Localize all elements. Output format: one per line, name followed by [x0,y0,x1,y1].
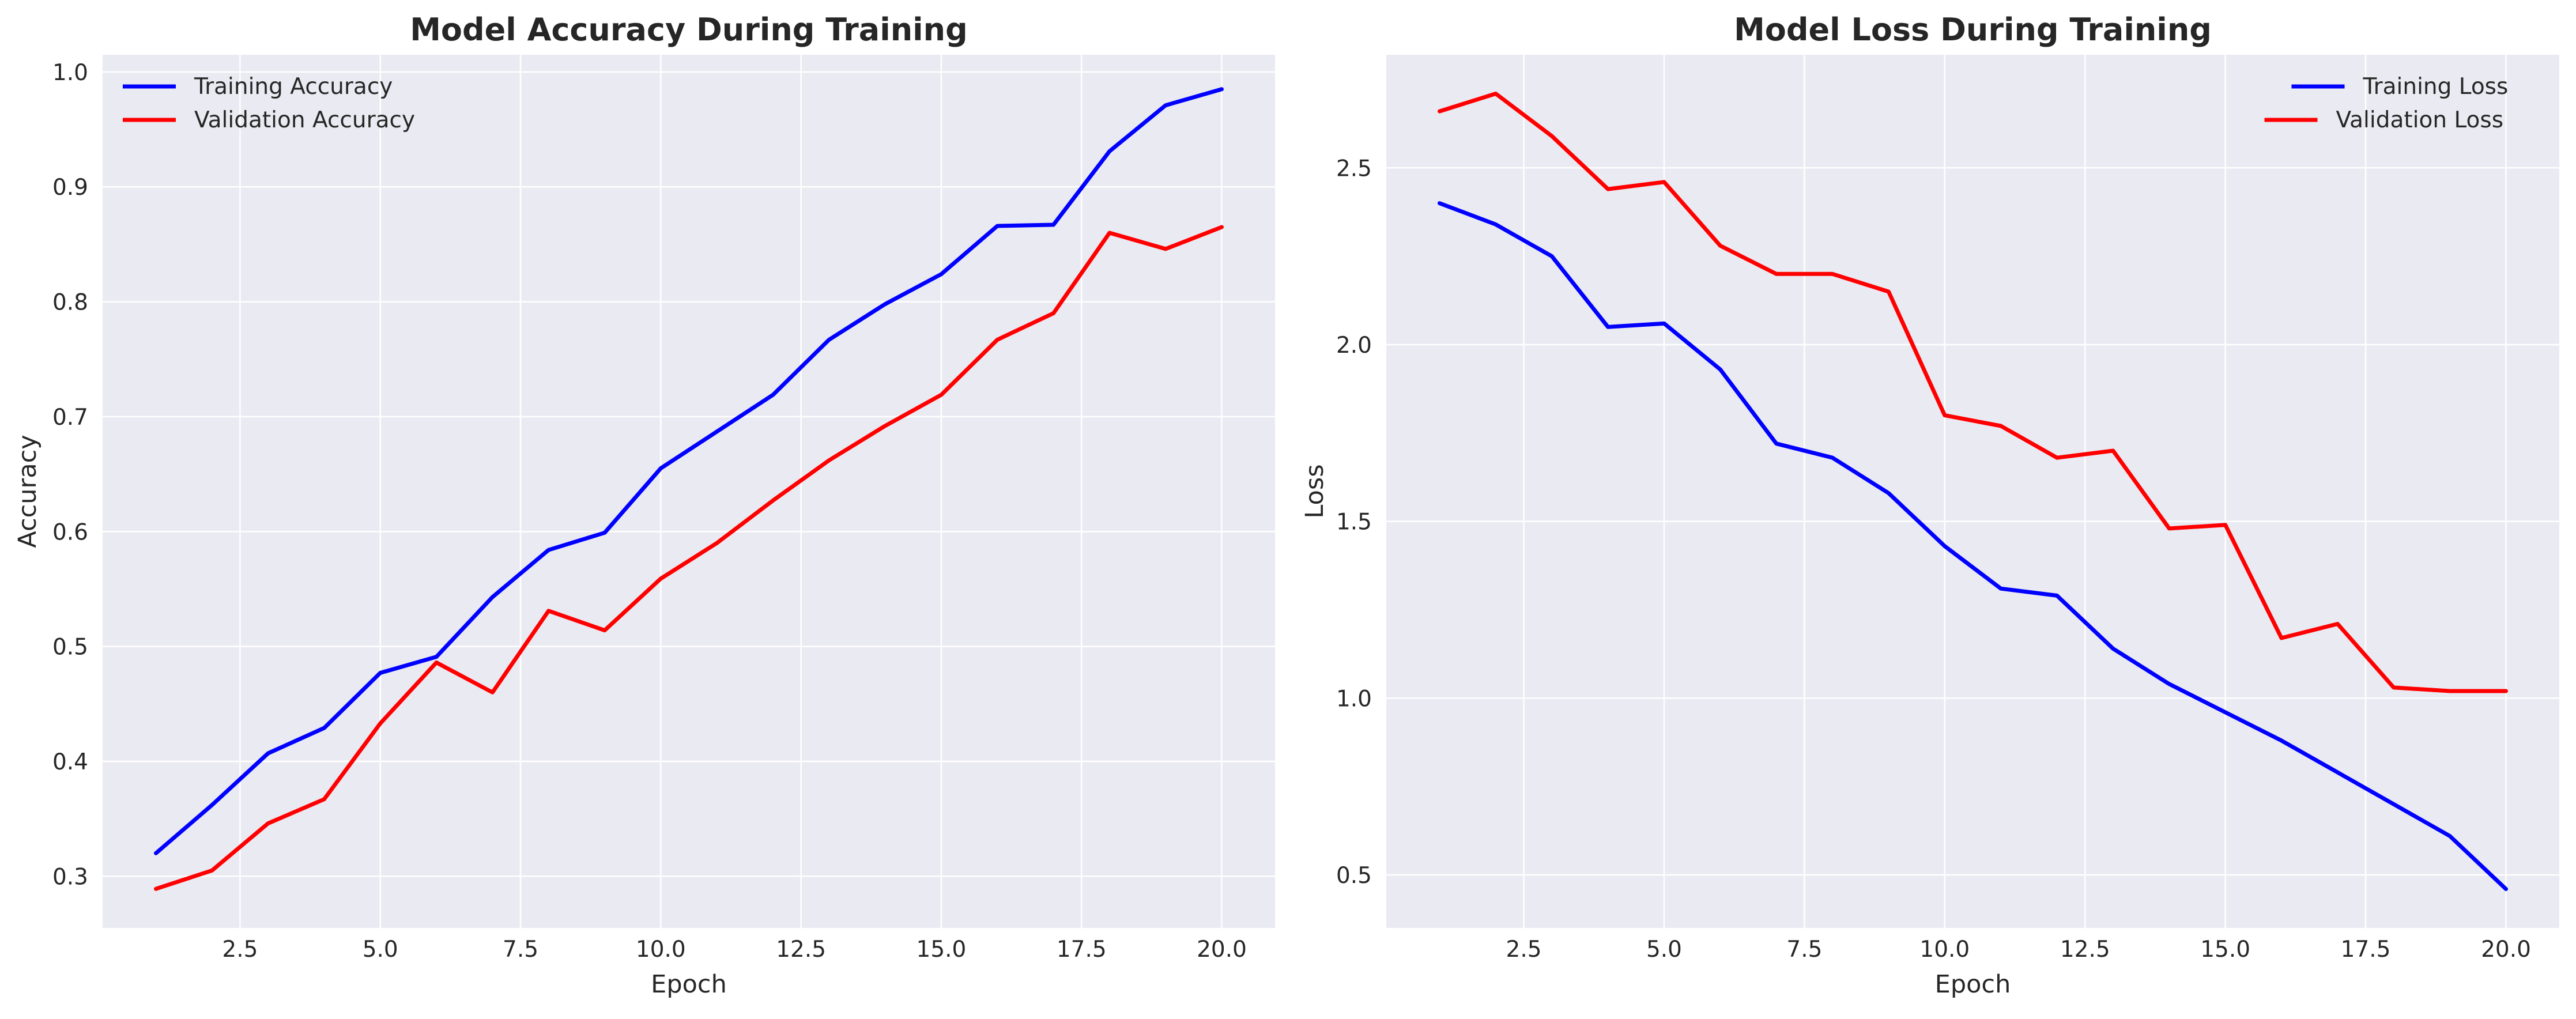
accuracy-x-tick-label: 2.5 [222,937,258,963]
loss-series [1438,92,2508,891]
loss-y-tick-label: 1.0 [1336,686,1372,712]
accuracy-grid [103,55,1275,928]
accuracy-x-tick-label: 12.5 [776,937,826,963]
validation-loss-line [1438,92,2508,693]
accuracy-y-tick-label: 0.3 [52,864,88,890]
training-accuracy-line [154,87,1224,855]
accuracy-x-tick-label: 17.5 [1057,937,1107,963]
accuracy-y-tick-label: 0.5 [52,635,88,661]
accuracy-y-axis-label: Accuracy [13,435,42,548]
accuracy-x-tick-label: 15.0 [917,937,967,963]
accuracy-y-tick-label: 0.6 [52,519,88,545]
accuracy-x-tick-label: 7.5 [503,937,538,963]
loss-x-tick-label: 7.5 [1786,937,1822,963]
accuracy-x-ticks: 2.5 5.0 7.5 10.0 12.5 15.0 17.5 20.0 [222,937,1247,963]
loss-x-tick-label: 15.0 [2200,937,2250,963]
accuracy-y-ticks: 0.3 0.4 0.5 0.6 0.7 0.8 0.9 1.0 [52,60,88,890]
loss-x-tick-label: 10.0 [1919,937,1970,963]
accuracy-y-tick-label: 0.7 [52,405,88,431]
accuracy-series [154,87,1224,891]
loss-y-tick-label: 2.0 [1336,333,1372,358]
loss-y-tick-label: 2.5 [1336,156,1372,182]
accuracy-x-tick-label: 10.0 [636,937,686,963]
accuracy-x-axis-label: Epoch [651,970,727,999]
accuracy-plot-area [103,55,1275,928]
accuracy-y-tick-label: 0.4 [52,749,88,775]
loss-chart-title: Model Loss During Training [1734,12,2212,48]
loss-x-tick-label: 12.5 [2060,937,2110,963]
training-accuracy-legend-label: Training Accuracy [194,74,393,100]
loss-legend: Training Loss Validation Loss [2264,74,2509,133]
accuracy-chart: 2.5 5.0 7.5 10.0 12.5 15.0 17.5 20.0 0.30.40.50… [13,12,1275,999]
loss-grid [1386,55,2559,928]
loss-x-ticks: 2.5 5.0 7.5 10.0 12.5 15.0 17.5 20.0 [1506,937,2531,963]
validation-accuracy-legend-label: Validation Accuracy [194,107,415,133]
accuracy-y-tick-label: 0.8 [52,290,88,316]
accuracy-x-tick-label: 5.0 [363,937,398,963]
loss-plot-area [1386,55,2559,928]
accuracy-x-tick-label: 20.0 [1197,937,1247,963]
loss-x-tick-label: 2.5 [1506,937,1542,963]
validation-loss-legend-label: Validation Loss [2336,107,2504,133]
loss-y-axis-label: Loss [1300,464,1329,518]
loss-x-axis-label: Epoch [1935,970,2011,999]
training-loss-legend-label: Training Loss [2363,74,2509,100]
accuracy-y-tick-label: 0.9 [52,175,88,201]
loss-x-tick-label: 5.0 [1646,937,1682,963]
accuracy-legend: Training Accuracy Validation Accuracy [123,74,415,133]
accuracy-chart-title: Model Accuracy During Training [410,12,968,48]
loss-x-tick-label: 20.0 [2481,937,2531,963]
loss-x-tick-label: 17.5 [2341,937,2391,963]
loss-chart: 2.5 5.0 7.5 10.0 12.5 15.0 17.5 20.0 0.5 1.0 1.5 2… [1300,12,2559,999]
accuracy-y-tick-label: 1.0 [52,60,88,86]
loss-y-tick-label: 1.5 [1336,509,1372,535]
loss-y-tick-label: 0.5 [1336,863,1372,889]
validation-accuracy-line [154,225,1224,891]
loss-y-ticks: 0.5 1.0 1.5 2.0 2.5 [1336,156,1372,889]
training-loss-line [1438,201,2508,891]
